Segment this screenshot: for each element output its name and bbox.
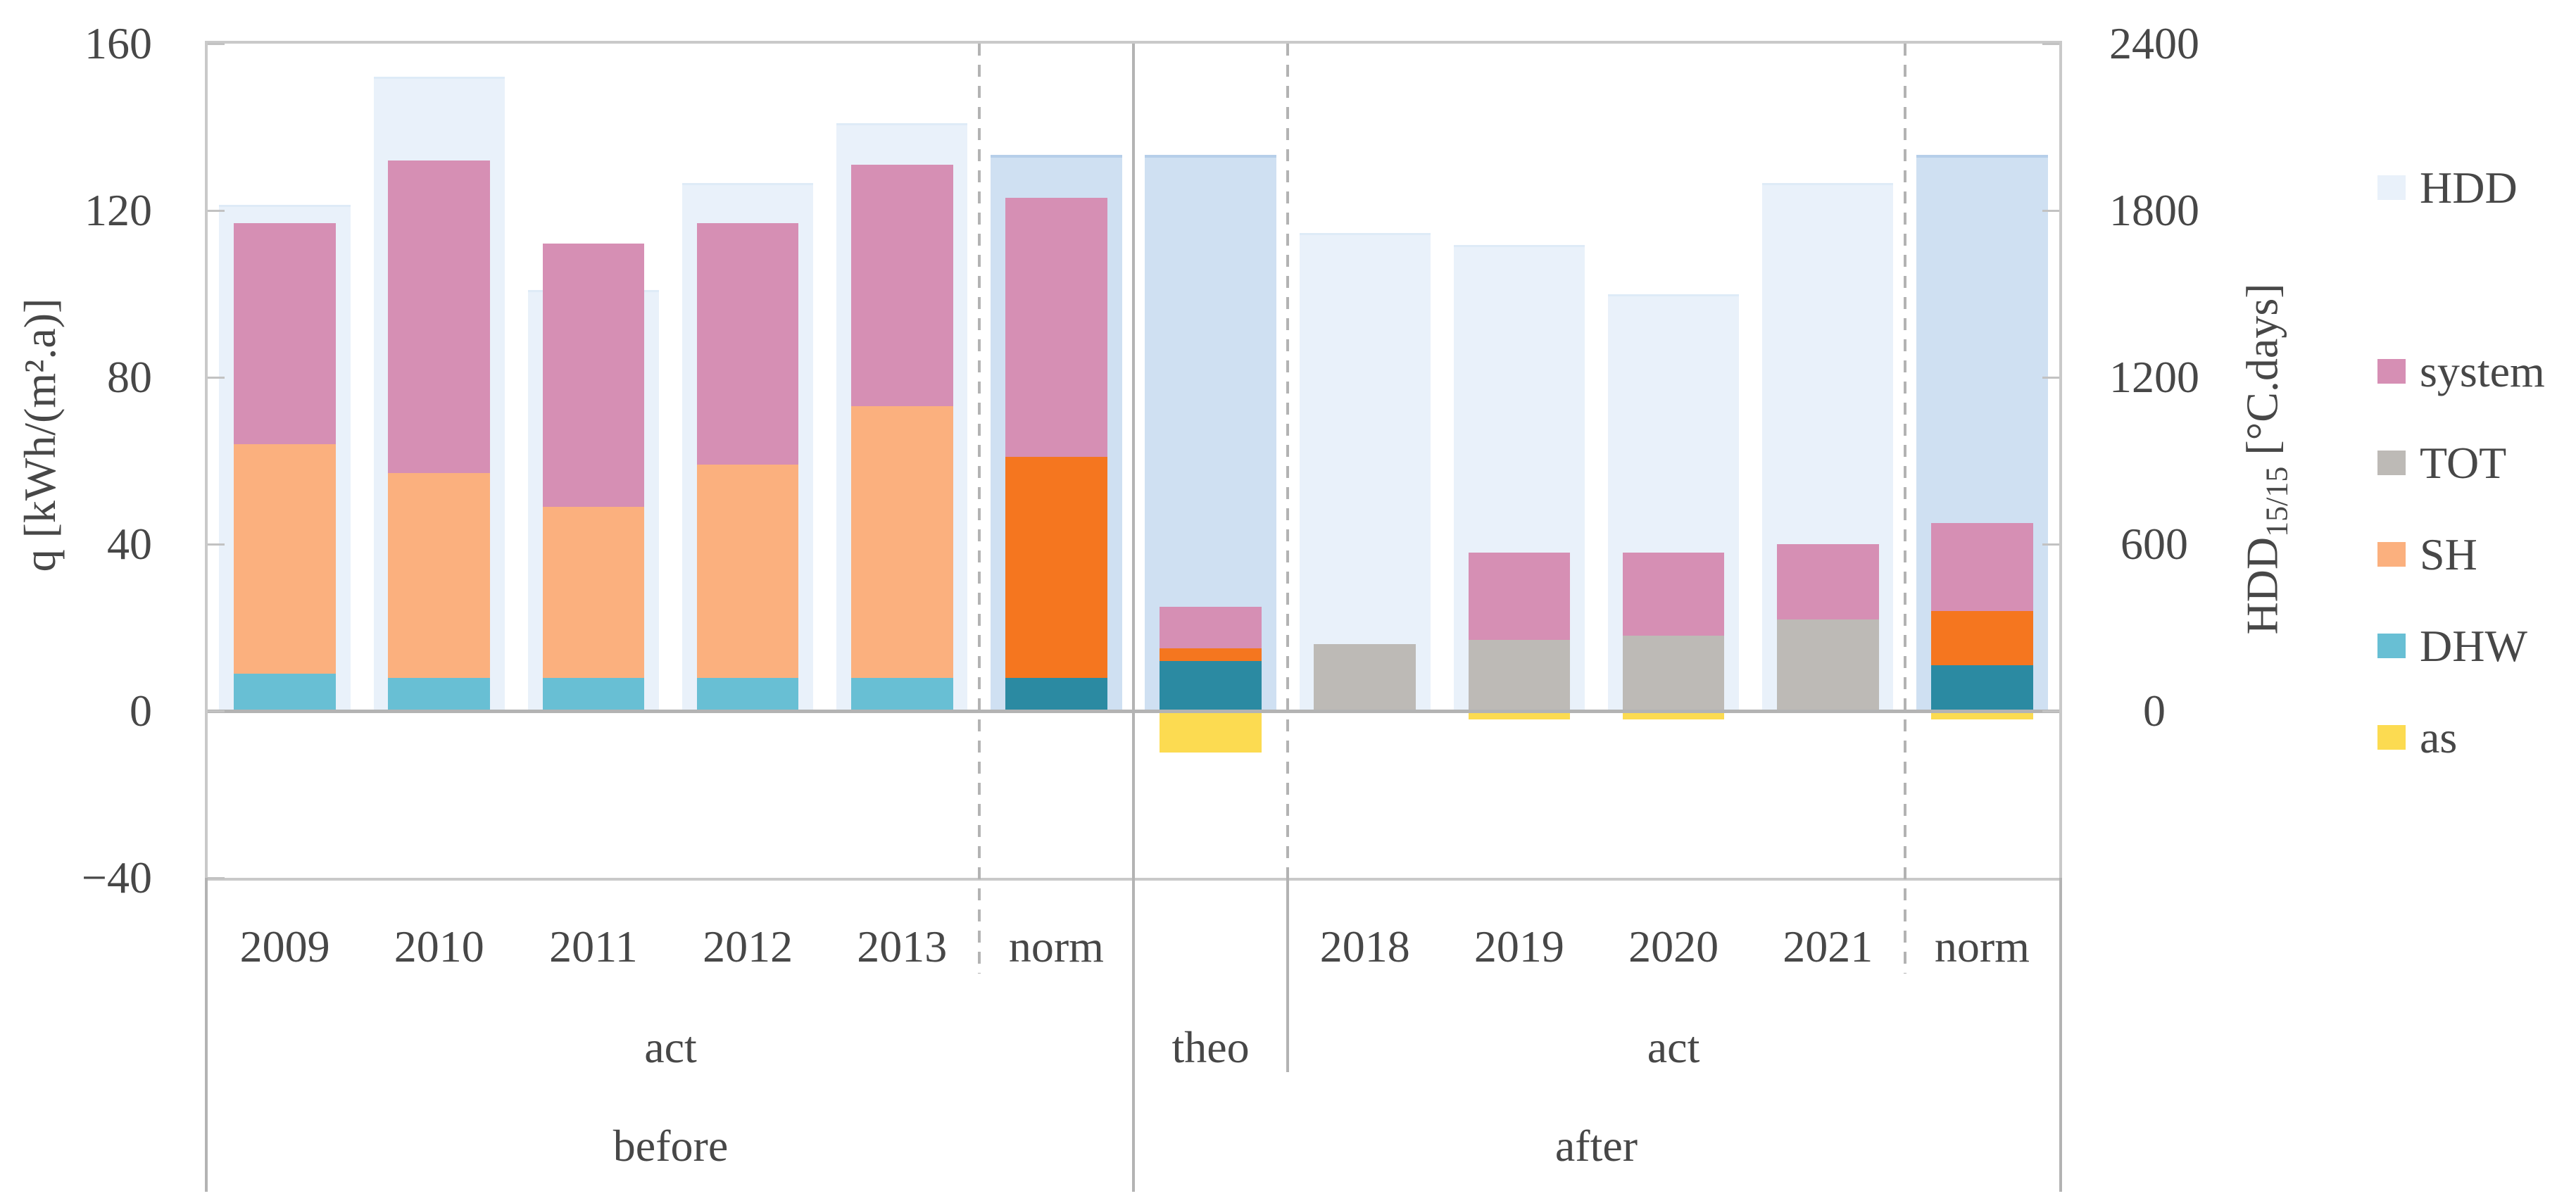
- x-axis-label-norm-5: norm: [1008, 921, 1104, 971]
- right-tick-0: [2042, 710, 2059, 712]
- left-tick-label-80: 80: [107, 352, 152, 402]
- bar-segment-system-norm-5: [1005, 198, 1107, 457]
- x-phase-label-after: after: [1554, 1120, 1638, 1171]
- bar-segment-as-2020-9: [1622, 711, 1725, 719]
- x-group-label-theo-1: theo: [1171, 1021, 1250, 1072]
- bar-segment-system-norm-11: [1931, 523, 2033, 611]
- x-axis-label-2020-9: 2020: [1628, 921, 1719, 971]
- bar-segment-system-2010-1: [388, 160, 491, 474]
- x-axis-label-2013-4: 2013: [857, 921, 948, 971]
- bar-segment-system-2011-2: [542, 244, 645, 507]
- left-tick-120: [208, 210, 225, 212]
- bar-segment-system-2019-8: [1468, 552, 1571, 641]
- x-axis-label-2009-0: 2009: [239, 921, 330, 971]
- legend-label-system: system: [2420, 346, 2545, 396]
- left-tick-label-120: 120: [84, 185, 152, 235]
- bar-segment-as-2019-8: [1468, 711, 1571, 719]
- left-tick-label-40: 40: [107, 519, 152, 569]
- legend-swatch-as: [2377, 725, 2406, 750]
- right-axis-title-rest: [°C.days]: [2237, 283, 2287, 467]
- bar-segment-sh-norm-11: [1931, 610, 2033, 665]
- table-line-theo-act: [1286, 878, 1290, 1072]
- left-tick-40: [208, 543, 225, 546]
- bar-segment-dhw-2009-0: [234, 673, 336, 711]
- bar-segment-as-theo-6: [1160, 711, 1262, 753]
- hdd-bar-2018-7: [1299, 232, 1431, 711]
- bar-segment-dhw-norm-11: [1931, 665, 2033, 711]
- legend-swatch-TOT: [2377, 451, 2406, 475]
- bar-segment-system-2020-9: [1622, 552, 1725, 636]
- right-axis-title-sub: 15/15: [2259, 466, 2294, 537]
- bar-segment-tot-2019-8: [1468, 640, 1571, 711]
- legend-swatch-HDD: [2377, 175, 2406, 200]
- right-tick-label-2400: 2400: [2109, 18, 2199, 68]
- bar-segment-tot-2020-9: [1622, 636, 1725, 711]
- right-tick-1200: [2042, 377, 2059, 379]
- left-tick-label-0: 0: [130, 686, 152, 736]
- legend-label-HDD: HDD: [2420, 163, 2518, 213]
- left-tick-−40: [208, 877, 225, 879]
- bar-segment-dhw-2011-2: [542, 677, 645, 711]
- right-axis-title-main: HDD: [2237, 536, 2287, 635]
- x-phase-label-before: before: [612, 1120, 729, 1171]
- x-axis-label-2012-3: 2012: [703, 921, 793, 971]
- legend-label-TOT: TOT: [2420, 438, 2507, 488]
- bar-segment-system-2012-3: [696, 222, 799, 465]
- bar-segment-sh-2012-3: [696, 465, 799, 678]
- legend-label-DHW: DHW: [2420, 621, 2527, 671]
- table-line-left: [205, 878, 208, 1192]
- bar-segment-sh-2010-1: [388, 473, 491, 678]
- divider-dashed-5: [977, 44, 981, 974]
- bar-segment-as-norm-11: [1931, 711, 2033, 719]
- divider-before-after: [1132, 44, 1135, 1192]
- legend-swatch-DHW: [2377, 634, 2406, 658]
- bar-segment-dhw-2013-4: [850, 677, 953, 711]
- bar-segment-system-theo-6: [1160, 606, 1262, 649]
- bar-segment-system-2021-10: [1776, 544, 1879, 619]
- bar-segment-dhw-2010-1: [388, 677, 491, 711]
- bar-segment-dhw-theo-6: [1160, 660, 1262, 711]
- x-group-label-act-0: act: [644, 1021, 697, 1072]
- legend-swatch-system: [2377, 359, 2406, 384]
- left-tick-0: [208, 710, 225, 712]
- x-axis-label-2018-7: 2018: [1319, 921, 1410, 971]
- right-tick-1800: [2042, 210, 2059, 212]
- legend-label-as: as: [2420, 712, 2458, 762]
- bar-segment-sh-theo-6: [1160, 648, 1262, 661]
- bar-segment-tot-2021-10: [1776, 619, 1879, 711]
- bar-segment-sh-2009-0: [234, 443, 336, 674]
- divider-dashed-11: [1903, 44, 1906, 974]
- left-tick-label-160: 160: [84, 18, 152, 68]
- bar-segment-tot-2018-7: [1314, 644, 1416, 711]
- bar-segment-dhw-2012-3: [696, 677, 799, 711]
- bar-segment-dhw-norm-5: [1005, 677, 1107, 711]
- x-axis-label-2021-10: 2021: [1783, 921, 1873, 971]
- legend-label-SH: SH: [2420, 529, 2477, 579]
- right-tick-label-0: 0: [2143, 686, 2166, 736]
- left-tick-80: [208, 377, 225, 379]
- left-tick-label-−40: −40: [81, 852, 152, 902]
- x-axis-label-norm-11: norm: [1934, 921, 2030, 971]
- right-tick-600: [2042, 543, 2059, 546]
- bar-segment-system-2013-4: [850, 164, 953, 407]
- bar-segment-sh-2011-2: [542, 506, 645, 678]
- right-tick-2400: [2042, 43, 2059, 45]
- x-axis-label-2010-1: 2010: [394, 921, 484, 971]
- bar-segment-sh-2013-4: [850, 406, 953, 678]
- x-group-label-act-2: act: [1647, 1021, 1700, 1072]
- bar-segment-system-2009-0: [234, 222, 336, 444]
- left-tick-160: [208, 43, 225, 45]
- bar-segment-sh-norm-5: [1005, 456, 1107, 678]
- legend-swatch-SH: [2377, 542, 2406, 567]
- right-tick-label-1200: 1200: [2109, 352, 2199, 402]
- x-axis-label-empty-6: [1133, 908, 1288, 986]
- table-line-right: [2059, 878, 2062, 1192]
- right-tick-label-1800: 1800: [2109, 185, 2199, 235]
- right-axis-title: HDD15/15 [°C.days]: [2237, 283, 2295, 634]
- right-tick-label-600: 600: [2121, 519, 2188, 569]
- x-axis-label-2011-2: 2011: [549, 921, 638, 971]
- x-axis-label-2019-8: 2019: [1474, 921, 1564, 971]
- divider-dashed-7: [1286, 44, 1290, 878]
